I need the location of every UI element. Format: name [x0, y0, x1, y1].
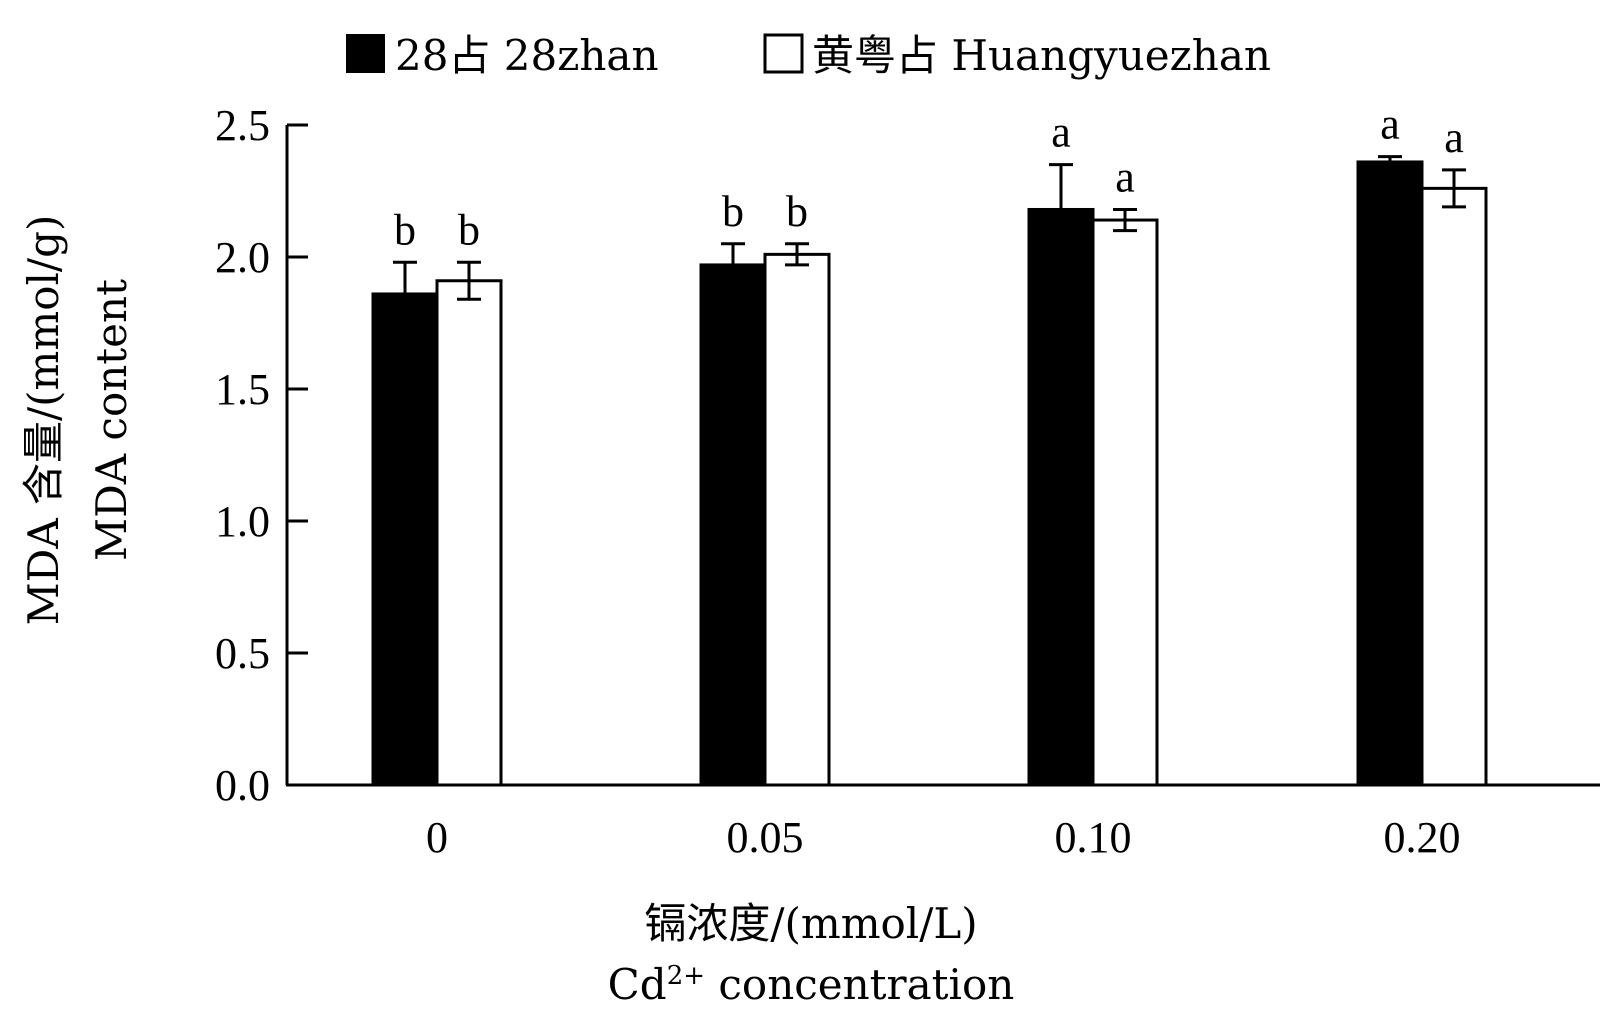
bar-28zhan — [699, 263, 767, 787]
x-axis-title-en-sup: 2+ — [666, 961, 706, 991]
legend-swatch-huangyuezhan — [763, 33, 804, 74]
bar-28zhan — [1027, 207, 1095, 787]
y-tick-label: 2.5 — [215, 101, 270, 150]
y-tick-label: 2.0 — [215, 233, 270, 282]
x-axis-title-cn: 镉浓度/(mmol/L) — [0, 890, 1622, 951]
bar-28zhan — [1356, 160, 1424, 787]
y-tick-label: 0.5 — [215, 629, 270, 678]
x-axis-title-cn-text: 镉浓度/(mmol/L) — [644, 899, 978, 948]
y-tick-label: 1.0 — [215, 497, 270, 546]
significance-labels: b ba ab baa — [394, 100, 1464, 255]
bar-huangyuezhan — [435, 279, 503, 787]
bar-28zhan — [371, 292, 439, 787]
y-tick-label: 0.0 — [215, 761, 270, 810]
x-axis-title-en-rest: concentration — [705, 960, 1015, 1009]
significance-letter: a — [1115, 152, 1135, 201]
y-axis-title-cn: MDA 含量/(mmol/g) — [19, 215, 68, 626]
x-tick-label: 0 — [426, 813, 448, 862]
legend-label-huangyuezhan: 黄粤占 Huangyuezhan — [812, 31, 1271, 80]
significance-letter: b — [722, 187, 744, 236]
x-axis-title-en-main: Cd — [607, 960, 667, 1009]
bars — [371, 160, 1488, 787]
bar-huangyuezhan — [1420, 186, 1488, 787]
significance-letter: a — [1444, 113, 1464, 162]
x-tick-label: 0.20 — [1384, 813, 1461, 862]
y-ticks: 0.0 0.5 1.0 1.5 2.0 2.5 — [215, 101, 308, 810]
significance-letter: b — [394, 205, 416, 254]
legend-swatch-28zhan — [346, 34, 385, 73]
error-bars — [393, 155, 1466, 328]
x-tick-labels: 0 0.05 0.10 0.20 — [426, 813, 1461, 862]
y-axis-title-en: MDA content — [87, 279, 136, 561]
x-tick-label: 0.10 — [1055, 813, 1132, 862]
legend-label-28zhan: 28占 28zhan — [395, 31, 659, 80]
significance-letter: b — [786, 187, 808, 236]
significance-letter: b — [458, 205, 480, 254]
bar-huangyuezhan — [763, 252, 831, 787]
legend: 28占 28zhan 黄粤占 Huangyuezhan — [346, 31, 1271, 80]
significance-letter: a — [1051, 108, 1071, 157]
y-tick-label: 1.5 — [215, 365, 270, 414]
significance-letter: a — [1380, 100, 1400, 149]
bar-huangyuezhan — [1091, 218, 1159, 787]
x-axis-title-en: Cd2+ concentration — [0, 960, 1622, 1009]
x-tick-label: 0.05 — [727, 813, 804, 862]
